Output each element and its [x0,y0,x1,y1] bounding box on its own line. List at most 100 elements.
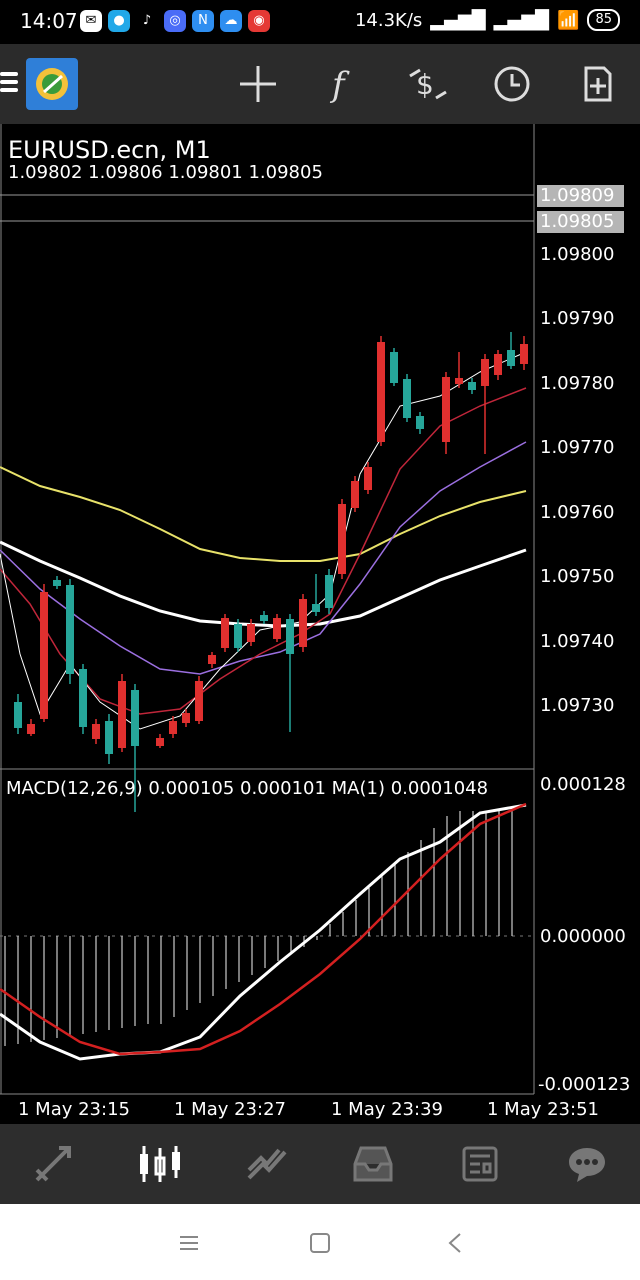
wechat-icon: ✉ [80,10,102,32]
status-bar: 14:07 ✉ ● ♪ ◎ N ☁ ◉ 14.3K/s ▂▄▆█ ▂▄▆█ 📶 … [0,0,640,44]
app-icon-cloud: ☁ [220,10,242,32]
tiktok-icon: ♪ [142,13,152,28]
time-axis-label: 1 May 23:51 [487,1099,599,1120]
app-icon-n: N [192,10,214,32]
add-document-icon[interactable] [576,62,620,106]
time-axis-label: 1 May 23:39 [331,1099,443,1120]
candle-body [234,624,242,648]
moving-average-line [0,351,527,730]
macd-line [0,803,527,1061]
chart-toolbar: f $ [0,44,640,124]
candle-body [221,618,229,648]
crosshair-icon[interactable] [236,62,280,106]
candle-body [494,354,502,375]
quotes-icon[interactable] [23,1134,83,1194]
net-speed: 14.3K/s [354,9,423,31]
price-axis-label: 1.09730 [540,695,615,716]
candle-body [273,618,281,639]
status-time: 14:07 [20,9,78,33]
indicator-f-icon[interactable]: f [320,62,364,106]
symbol-title: EURUSD.ecn, M1 [8,136,211,164]
candle-body [364,467,372,490]
system-navigation-bar [0,1204,640,1280]
candle-body [377,342,385,442]
candle-body [390,352,398,383]
candle-body [156,738,164,746]
price-axis-label: 1.09800 [540,244,615,265]
app-logo[interactable] [26,58,78,110]
candle-body [286,619,294,654]
candle-body [507,350,515,366]
price-axis-label: 1.09780 [540,373,615,394]
macd-axis-label: 0.000128 [540,774,626,795]
chat-icon[interactable] [557,1134,617,1194]
chart-icon[interactable] [130,1134,190,1194]
app-icon-red: ◉ [248,10,270,32]
candle-body [118,681,126,748]
app-icon-blue: ◎ [164,10,186,32]
price-tag-high: 1.09809 [537,185,624,207]
candle-body [520,344,528,364]
price-chart[interactable] [0,124,640,1124]
candle-body [182,713,190,723]
history-icon[interactable] [343,1134,403,1194]
ohlc-values: 1.09802 1.09806 1.09801 1.09805 [8,162,323,183]
svg-text:$: $ [416,68,434,101]
qq-icon: ● [108,10,130,32]
back-icon[interactable] [440,1228,470,1258]
candle-body [195,681,203,721]
candle-body [169,721,177,734]
moving-average-line [0,441,527,675]
candle-body [481,359,489,386]
recent-apps-icon[interactable] [174,1228,204,1258]
macd-signal-line [0,802,527,1056]
bottom-nav [0,1124,640,1204]
wifi-icon: 📶 [557,9,580,31]
macd-axis-label: 0.000000 [540,926,626,947]
price-axis-label: 1.09740 [540,631,615,652]
candle-body [40,592,48,719]
time-axis-label: 1 May 23:27 [174,1099,286,1120]
clock-icon[interactable] [490,62,534,106]
moving-average-line [0,540,527,628]
home-icon[interactable] [305,1228,335,1258]
candle-body [403,379,411,418]
candle-body [247,624,255,642]
candle-body [79,669,87,727]
time-axis-label: 1 May 23:15 [18,1099,130,1120]
candle-body [131,690,139,746]
candle-body [338,504,346,574]
candle-body [455,378,463,384]
candle-body [208,655,216,664]
candle-body [260,615,268,621]
candle-body [105,721,113,754]
price-axis-label: 1.09770 [540,437,615,458]
candle-body [53,580,61,586]
price-axis-label: 1.09790 [540,308,615,329]
candle-body [66,585,74,674]
trade-icon[interactable]: $ [406,62,450,106]
candle-body [14,702,22,728]
status-right: 14.3K/s ▂▄▆█ ▂▄▆█ 📶 85 [355,9,620,31]
candle-body [351,481,359,508]
candle-body [325,575,333,608]
macd-axis-label: -0.000123 [538,1074,631,1095]
signal-icon: ▂▄▆█ [430,9,486,31]
notification-icons: ✉ ● ♪ ◎ N ☁ ◉ [80,10,270,32]
signal-icon-2: ▂▄▆█ [493,9,550,31]
candle-body [312,604,320,612]
price-tag-current: 1.09805 [537,211,624,233]
candle-body [416,416,424,429]
moving-average-line [0,466,527,562]
price-axis-label: 1.09750 [540,566,615,587]
svg-text:f: f [329,65,350,104]
price-axis-label: 1.09760 [540,502,615,523]
trade-icon[interactable] [237,1134,297,1194]
candle-body [92,724,100,739]
candle-body [299,599,307,647]
news-icon[interactable] [450,1134,510,1194]
candle-body [27,724,35,734]
menu-icon[interactable] [0,68,18,98]
battery-icon: 85 [587,9,620,31]
chart-area[interactable]: EURUSD.ecn, M1 1.09802 1.09806 1.09801 1… [0,124,640,1124]
